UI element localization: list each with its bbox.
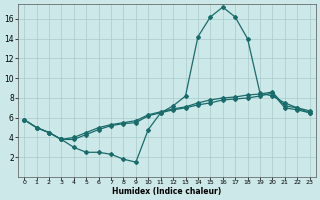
X-axis label: Humidex (Indice chaleur): Humidex (Indice chaleur) <box>112 187 221 196</box>
